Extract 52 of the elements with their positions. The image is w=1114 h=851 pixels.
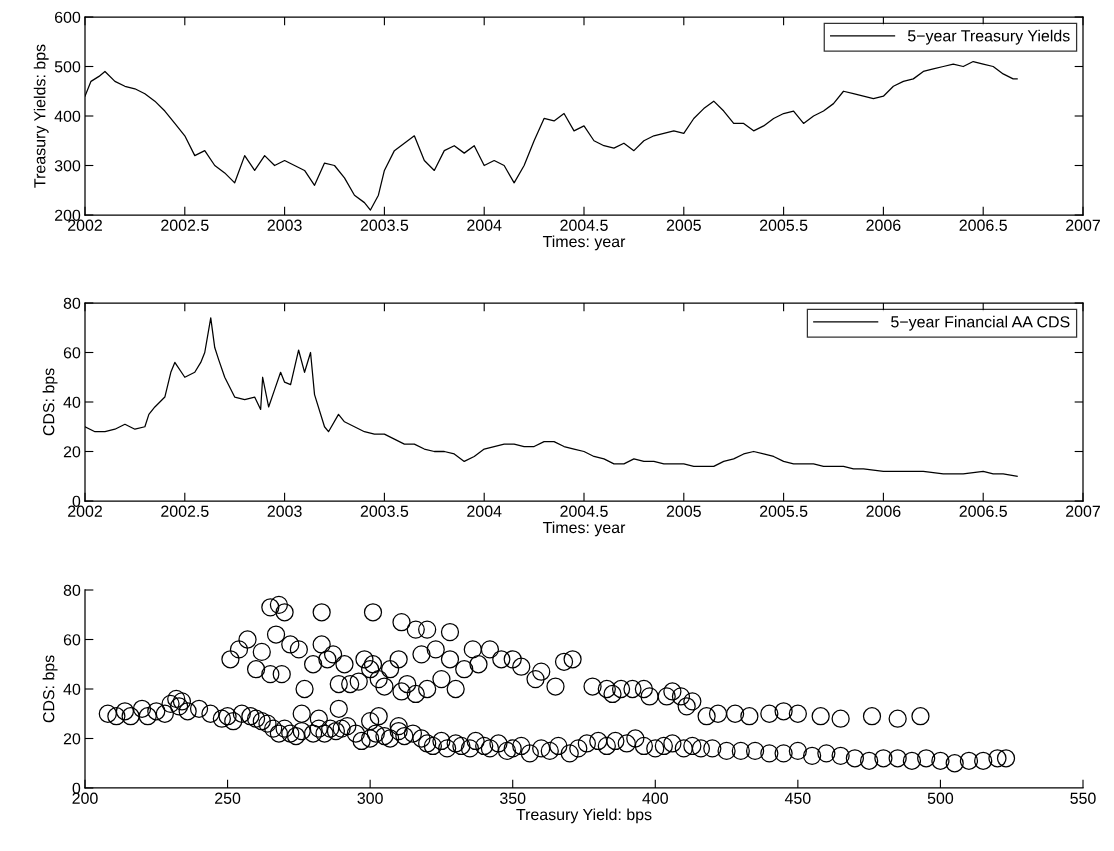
y-tick-label: 40 (63, 396, 81, 408)
y-tick-label: 0 (72, 495, 81, 507)
y-axis-title: CDS: bps (42, 655, 58, 723)
y-tick-label: 600 (55, 11, 81, 23)
x-tick-label: 2005 (666, 219, 701, 231)
x-tick-label: 2005 (666, 505, 701, 517)
y-tick-label: 400 (54, 110, 81, 122)
x-tick-label: 2004 (467, 505, 502, 517)
x-tick-label: 2002.5 (161, 219, 209, 231)
y-axis-title: CDS: bps (42, 368, 58, 436)
legend-label: 5−year Financial AA CDS (891, 315, 1070, 331)
y-axis-title: Treasury Yields: bps (33, 44, 49, 188)
x-tick-label: 400 (642, 792, 668, 804)
y-tick-label: 20 (63, 733, 81, 745)
x-tick-label: 2003 (267, 219, 302, 231)
x-tick-label: 2006 (866, 219, 901, 231)
x-tick-label: 2003 (267, 505, 302, 517)
x-tick-label: 2004.5 (560, 505, 608, 517)
y-tick-label: 80 (63, 584, 81, 596)
x-tick-label: 2006.5 (959, 505, 1007, 517)
y-tick-label: 0 (72, 782, 81, 794)
x-tick-label: 2007 (1066, 505, 1100, 517)
x-tick-label: 2006.5 (959, 219, 1007, 231)
y-tick-label: 200 (54, 209, 81, 221)
y-tick-label: 80 (63, 297, 81, 309)
x-tick-label: 2004 (467, 219, 502, 231)
x-tick-label: 550 (1070, 792, 1096, 804)
x-tick-label: 2003.5 (360, 219, 409, 231)
x-tick-label: 2002.5 (161, 505, 209, 517)
x-tick-label: 2005.5 (759, 219, 808, 231)
x-tick-label: 250 (215, 792, 241, 804)
y-tick-label: 60 (63, 347, 81, 359)
y-tick-label: 60 (63, 634, 81, 646)
x-tick-label: 2003.5 (360, 505, 409, 517)
x-tick-label: 2006 (866, 505, 901, 517)
x-tick-label: 2002 (68, 505, 102, 517)
x-tick-label: 500 (927, 792, 954, 804)
x-tick-label: 350 (500, 792, 526, 804)
x-tick-label: 450 (784, 792, 811, 804)
x-tick-label: 300 (357, 792, 383, 804)
y-tick-label: 40 (63, 683, 81, 695)
x-axis-title: Times: year (542, 235, 626, 251)
legend-label: 5−year Treasury Yields (907, 29, 1070, 45)
y-tick-label: 20 (63, 446, 81, 458)
x-tick-label: 2004.5 (560, 219, 608, 231)
y-tick-label: 300 (54, 160, 81, 172)
x-axis-title: Treasury Yield: bps (516, 808, 652, 824)
y-tick-label: 500 (54, 61, 81, 73)
x-tick-label: 2005.5 (759, 505, 808, 517)
x-axis-title: Times: year (542, 521, 626, 537)
x-tick-label: 2007 (1066, 219, 1100, 231)
x-tick-label: 2002 (68, 219, 102, 231)
